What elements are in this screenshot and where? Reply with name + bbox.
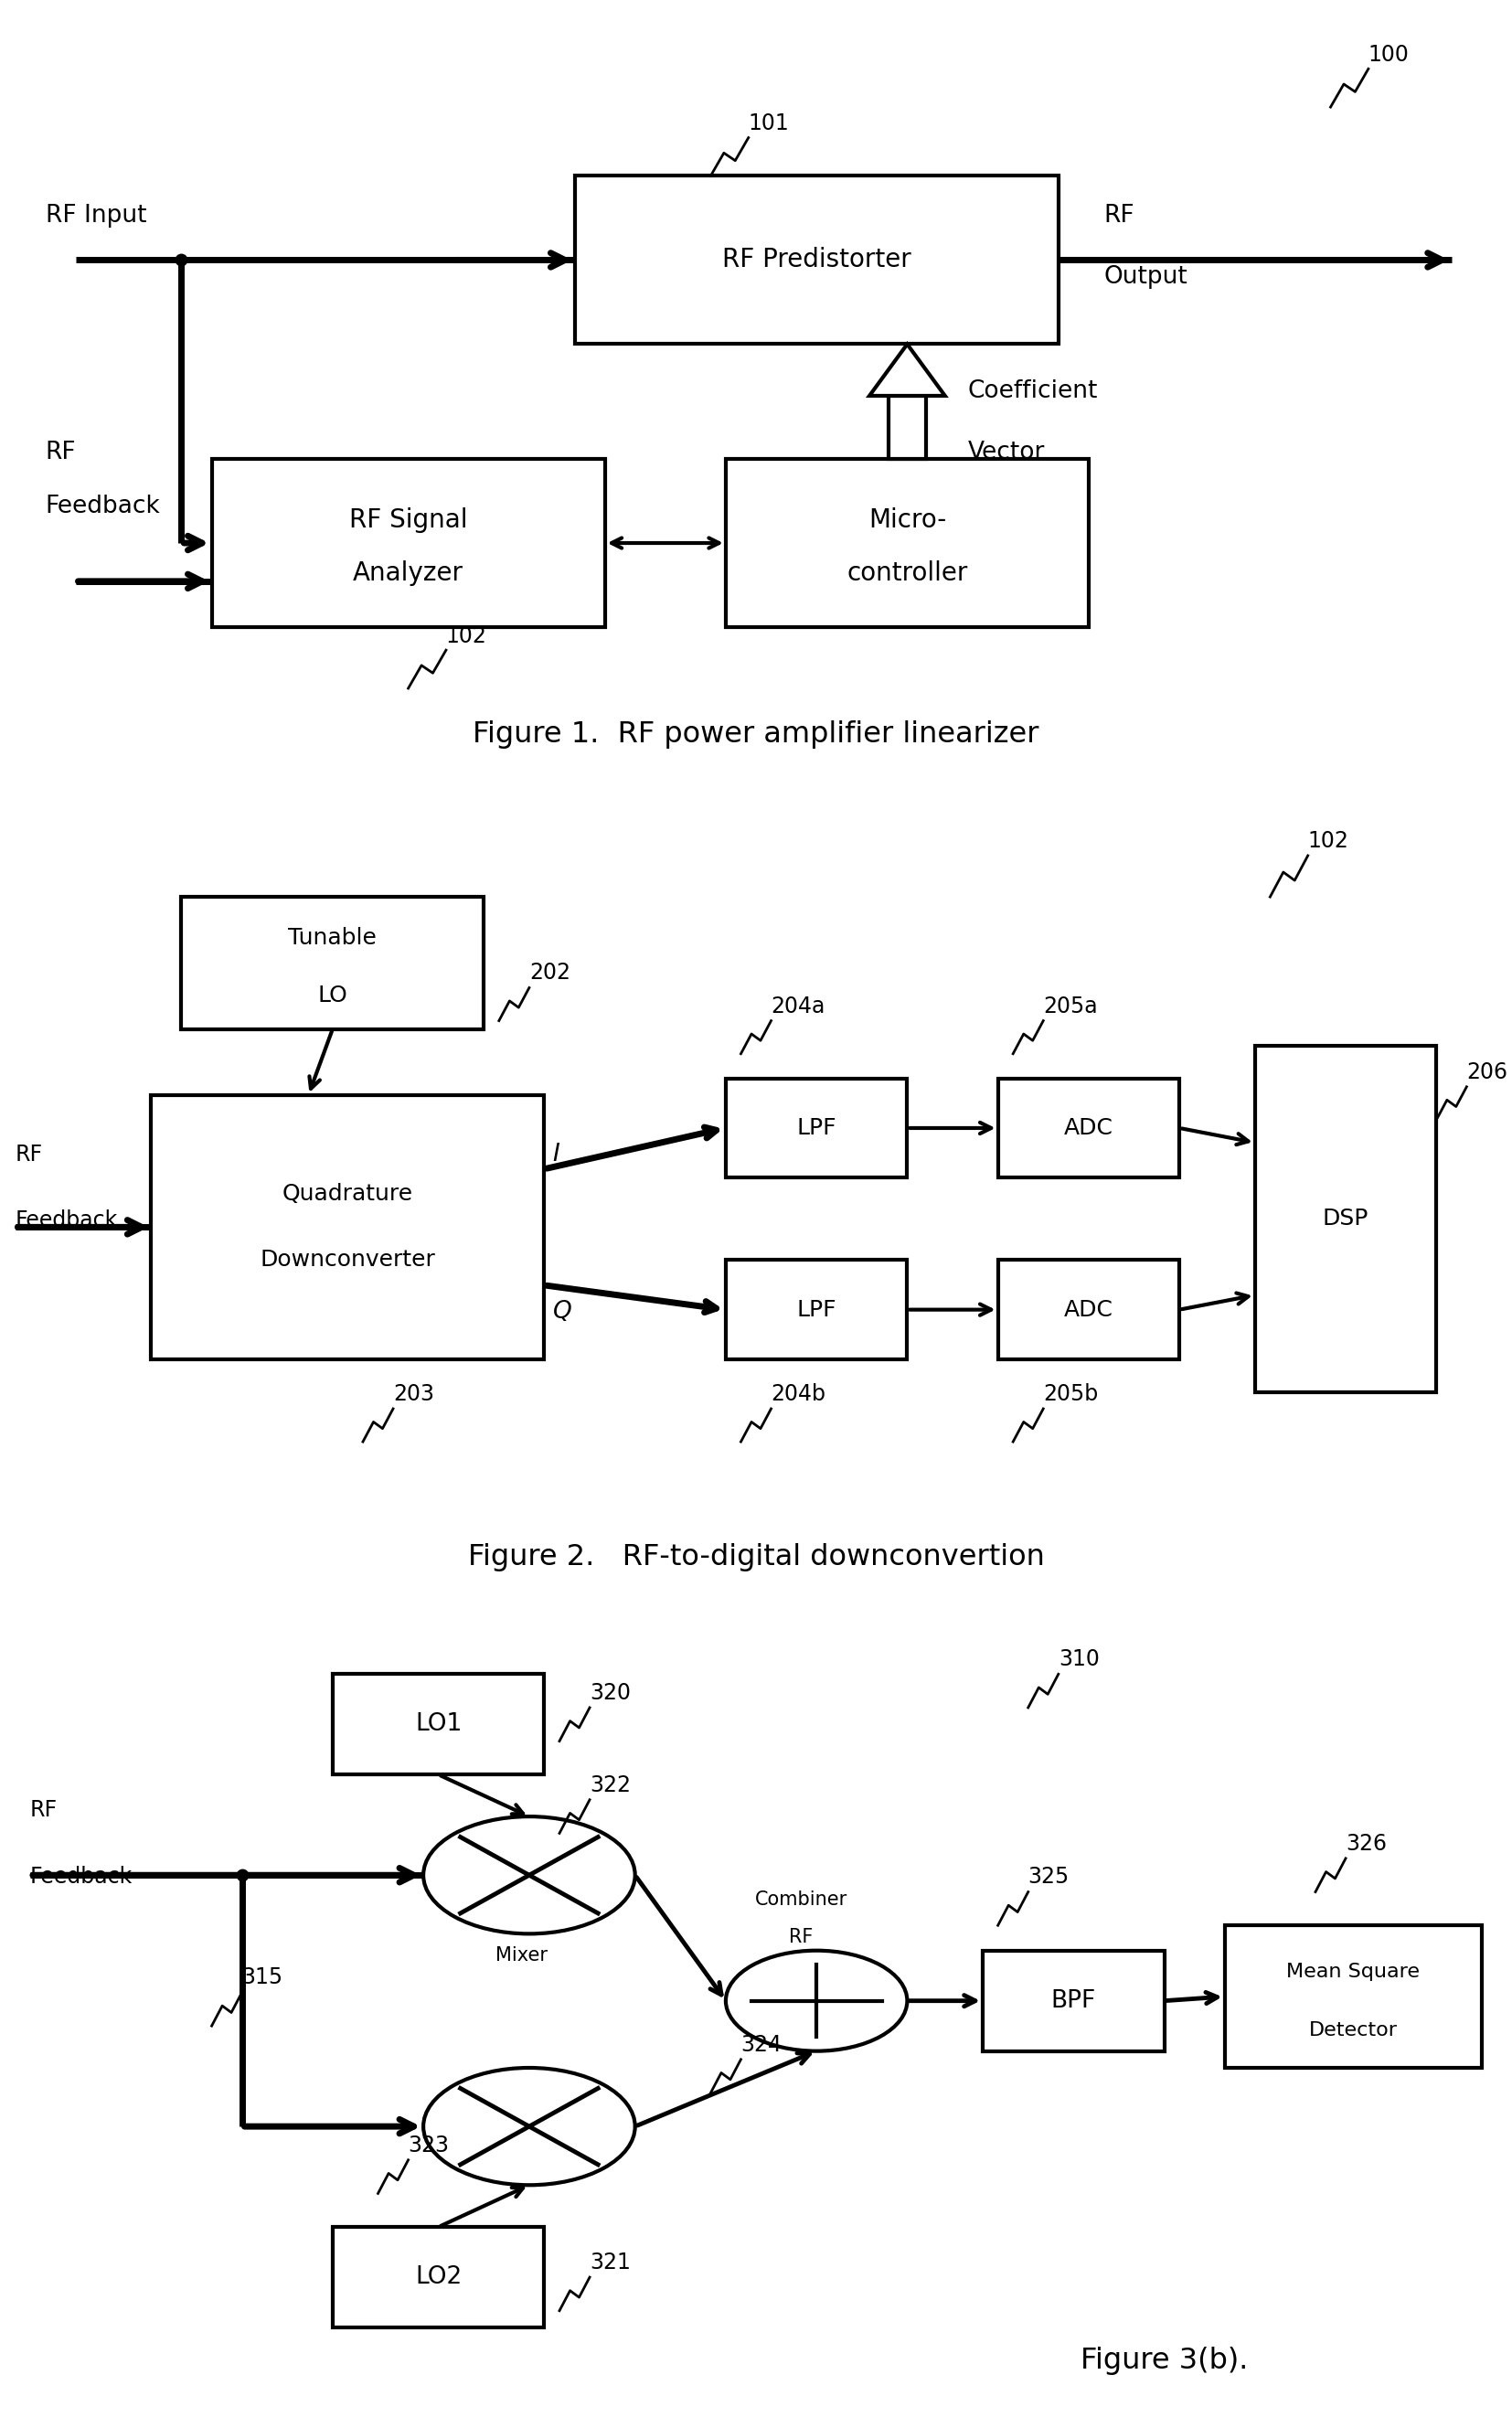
Text: RF: RF [30,1799,57,1821]
Text: Feedback: Feedback [45,495,160,517]
Text: LO2: LO2 [416,2265,461,2290]
FancyBboxPatch shape [726,459,1089,626]
Text: 100: 100 [1368,44,1409,66]
Text: RF: RF [15,1144,42,1165]
Text: Mean Square: Mean Square [1287,1962,1420,1981]
Text: Tunable: Tunable [289,927,376,949]
Text: 205b: 205b [1043,1384,1098,1406]
FancyBboxPatch shape [1225,1925,1482,2069]
Text: Coefficient: Coefficient [968,379,1098,403]
Text: 102: 102 [1308,830,1349,852]
FancyBboxPatch shape [333,2226,544,2328]
Text: Mixer: Mixer [496,1947,547,1964]
Text: 203: 203 [393,1384,434,1406]
Text: RF Predistorter: RF Predistorter [723,248,910,272]
Text: 325: 325 [1028,1867,1069,1889]
Text: Figure 1.  RF power amplifier linearizer: Figure 1. RF power amplifier linearizer [473,721,1039,748]
Text: Output: Output [1104,265,1187,289]
Text: RF Input: RF Input [45,204,147,228]
Text: Detector: Detector [1309,2020,1397,2040]
FancyBboxPatch shape [575,175,1058,345]
Text: Analyzer: Analyzer [352,561,464,588]
Text: Feedback: Feedback [30,1867,133,1889]
Text: Combiner: Combiner [754,1891,848,1908]
Text: 321: 321 [590,2251,631,2273]
Text: 326: 326 [1346,1833,1387,1855]
Text: ADC: ADC [1064,1299,1113,1321]
FancyBboxPatch shape [333,1675,544,1775]
Text: 101: 101 [748,112,789,134]
Text: RF: RF [45,439,76,464]
Text: ADC: ADC [1064,1117,1113,1139]
Text: 320: 320 [590,1683,631,1704]
Text: 102: 102 [446,624,487,646]
Text: RF: RF [1104,204,1134,228]
Text: LO: LO [318,986,348,1008]
Text: 310: 310 [1058,1649,1099,1670]
Text: 323: 323 [408,2134,449,2156]
Text: 205a: 205a [1043,995,1098,1017]
FancyBboxPatch shape [181,896,484,1029]
FancyBboxPatch shape [1255,1046,1436,1391]
Text: RF Signal: RF Signal [349,507,467,532]
Text: $Q$: $Q$ [552,1299,572,1323]
Text: Figure 2.   RF-to-digital downconvertion: Figure 2. RF-to-digital downconvertion [467,1544,1045,1571]
Text: LO1: LO1 [416,1712,461,1736]
FancyBboxPatch shape [726,1078,907,1178]
FancyBboxPatch shape [983,1950,1164,2052]
FancyBboxPatch shape [998,1078,1179,1178]
Text: RF: RF [789,1928,813,1947]
Text: 204b: 204b [771,1384,826,1406]
FancyBboxPatch shape [726,1260,907,1360]
FancyBboxPatch shape [888,396,925,459]
Text: Downconverter: Downconverter [260,1248,435,1272]
Text: Micro-: Micro- [868,507,947,532]
Text: 204a: 204a [771,995,826,1017]
Text: $I$: $I$ [552,1144,559,1165]
FancyBboxPatch shape [998,1260,1179,1360]
Text: Feedback: Feedback [15,1209,118,1231]
Text: 315: 315 [242,1967,283,1989]
Text: 322: 322 [590,1775,631,1797]
Text: LPF: LPF [797,1299,836,1321]
Text: BPF: BPF [1051,1989,1096,2013]
Polygon shape [869,345,945,396]
Text: LPF: LPF [797,1117,836,1139]
FancyBboxPatch shape [212,459,605,626]
Text: DSP: DSP [1323,1207,1368,1231]
Text: Figure 3(b).: Figure 3(b). [1081,2348,1247,2375]
Text: 206: 206 [1467,1061,1507,1083]
Text: Quadrature: Quadrature [283,1182,413,1204]
Text: Vector: Vector [968,439,1045,464]
FancyBboxPatch shape [151,1095,544,1360]
Text: 324: 324 [741,2035,782,2057]
Text: 202: 202 [529,961,570,983]
Text: controller: controller [847,561,968,588]
